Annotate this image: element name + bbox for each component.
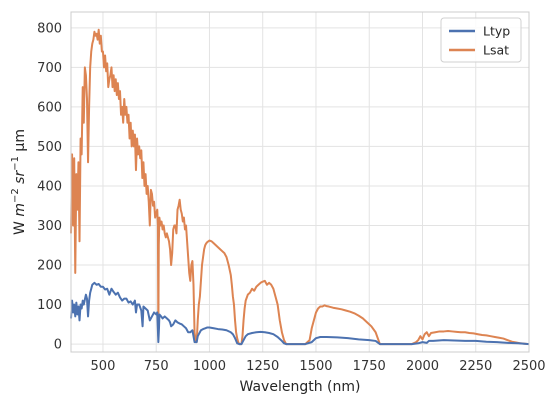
x-tick-label: 750 (144, 359, 169, 374)
legend: Ltyp Lsat (440, 17, 522, 63)
y-tick-label: 0 (54, 338, 62, 353)
x-tick-labels: 500 750 1000 1250 1500 1750 2000 2250 2500 (91, 359, 546, 374)
y-tick-label: 500 (37, 140, 62, 155)
x-tick-label: 2250 (459, 359, 492, 374)
x-tick-label: 2500 (512, 359, 545, 374)
series-lines (70, 28, 530, 346)
x-axis-label: Wavelength (nm) (240, 379, 361, 395)
grid-lines (71, 12, 530, 352)
y-tick-label: 300 (37, 219, 62, 234)
plot-frame (70, 11, 530, 353)
y-tick-label: 800 (37, 21, 62, 36)
series-line-lsat (70, 28, 530, 346)
series-line-ltyp (70, 281, 530, 346)
legend-label-lsat: Lsat (483, 43, 509, 58)
plot-area-background (71, 12, 529, 352)
y-tick-label: 400 (37, 179, 62, 194)
x-tick-label: 1250 (246, 359, 279, 374)
x-tick-label: 1500 (299, 359, 332, 374)
x-tick-label: 1750 (353, 359, 386, 374)
x-tick-label: 1000 (193, 359, 226, 374)
y-tick-label: 600 (37, 100, 62, 115)
y-tick-labels: 0 100 200 300 400 500 600 700 800 (37, 21, 62, 352)
y-tick-label: 100 (37, 298, 62, 313)
y-tick-label: 700 (37, 61, 62, 76)
x-tick-label: 500 (91, 359, 116, 374)
legend-label-ltyp: Ltyp (483, 24, 510, 39)
y-axis-label: W m−2 sr−1 μm (10, 129, 28, 235)
y-tick-label: 200 (37, 259, 62, 274)
x-tick-label: 2000 (406, 359, 439, 374)
